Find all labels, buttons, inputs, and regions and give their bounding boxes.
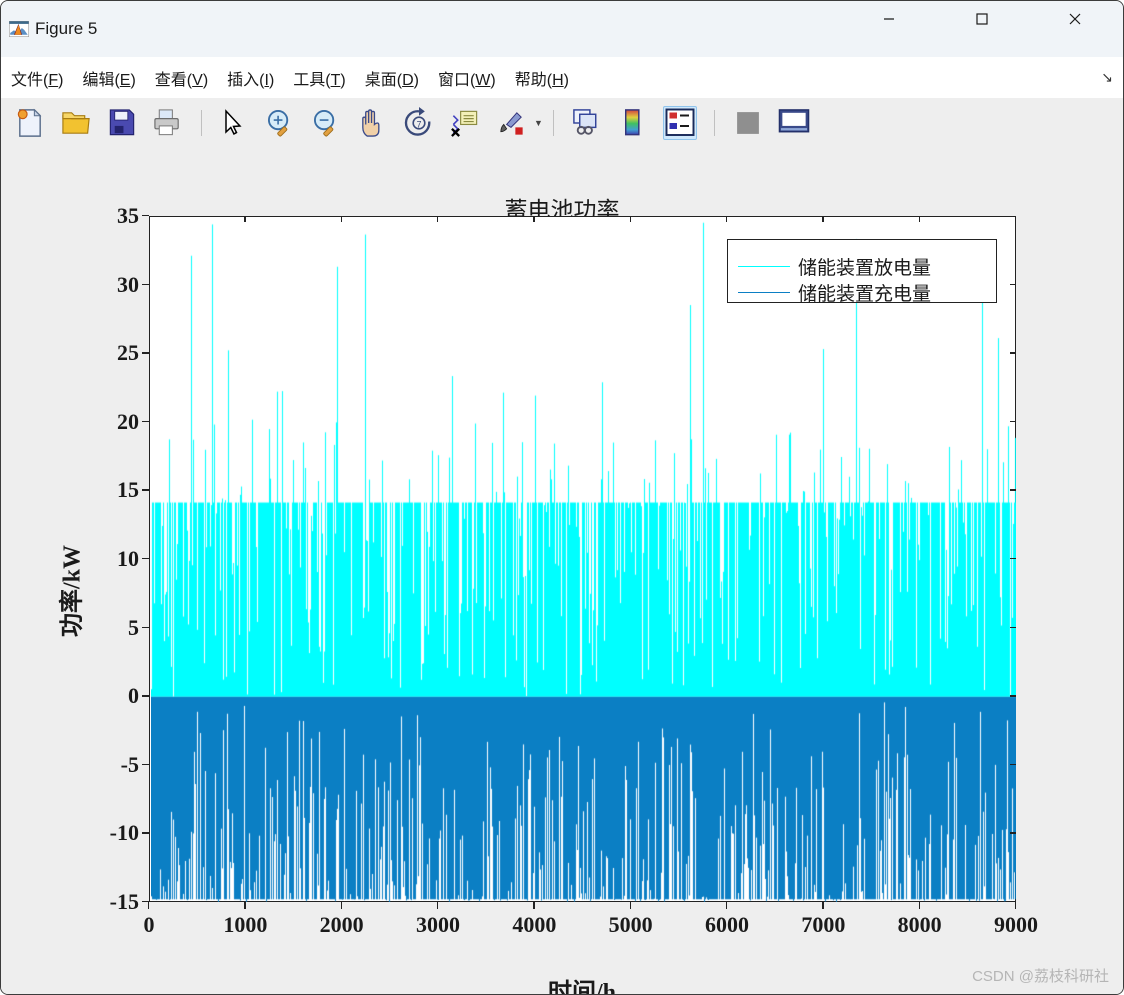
svg-text:7: 7: [417, 119, 422, 129]
